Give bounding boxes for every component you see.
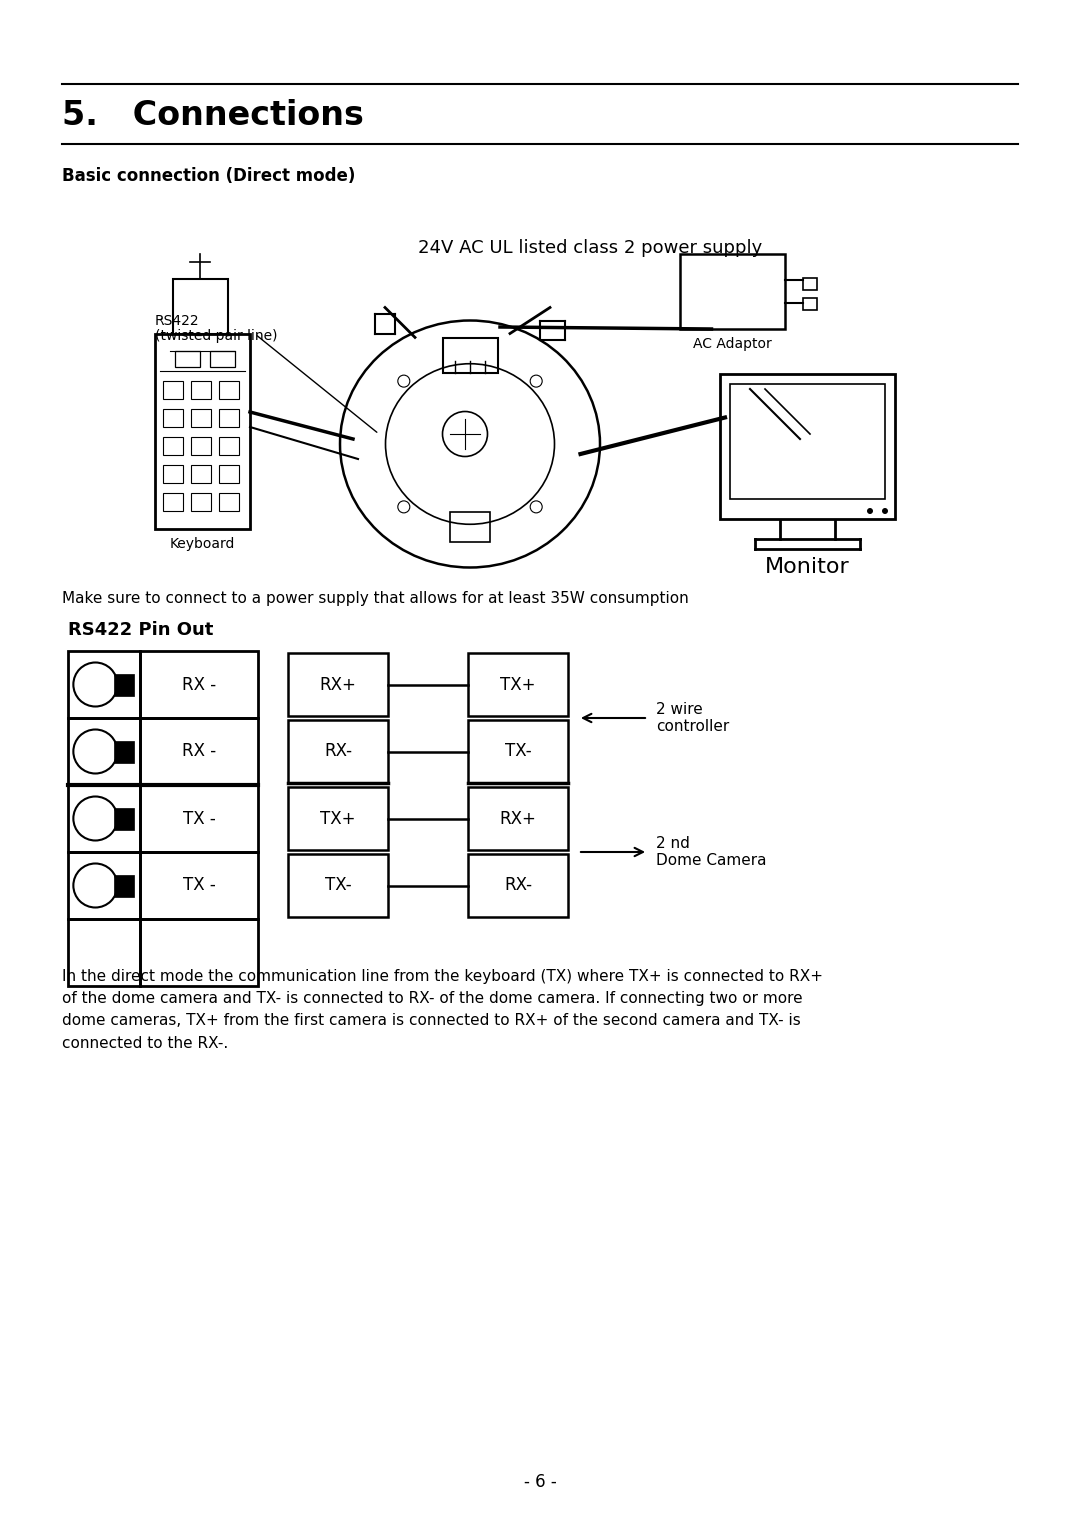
Text: - 6 -: - 6 - [524,1472,556,1491]
Text: Make sure to connect to a power supply that allows for at least 35W consumption: Make sure to connect to a power supply t… [62,592,689,605]
Text: RS422 Pin Out: RS422 Pin Out [68,621,214,639]
Bar [288,720,388,783]
Bar [163,465,183,483]
Text: 5.   Connections: 5. Connections [62,99,364,131]
Bar [175,352,200,367]
Circle shape [867,508,873,514]
Bar [680,254,785,329]
Bar [114,673,134,696]
Bar [114,740,134,763]
Text: Keyboard: Keyboard [170,537,235,550]
Text: Monitor: Monitor [765,557,850,576]
Text: Basic connection (Direct mode): Basic connection (Direct mode) [62,167,355,185]
Bar [468,787,568,850]
Text: RX-: RX- [324,743,352,760]
Bar [163,437,183,456]
Bar [156,333,249,529]
Text: RX -: RX - [181,676,216,694]
Bar [804,298,816,310]
Bar [468,653,568,716]
Bar [730,384,885,498]
Text: RS422: RS422 [156,313,200,329]
Bar [68,784,140,852]
Text: 2 wire
controller: 2 wire controller [656,702,729,734]
Bar [468,855,568,917]
Bar [219,492,239,511]
Bar [140,919,258,986]
Text: TX -: TX - [183,876,215,894]
Bar [468,720,568,783]
Bar [191,408,211,427]
Text: In the direct mode the communication line from the keyboard (TX) where TX+ is co: In the direct mode the communication lin… [62,969,823,1050]
Bar [450,512,490,541]
Bar [173,278,228,333]
Bar [191,465,211,483]
Bar [443,338,498,373]
Bar [219,381,239,399]
Bar [140,651,258,719]
Bar [114,875,134,896]
Bar [140,784,258,852]
Bar [68,719,140,784]
Bar [191,492,211,511]
Text: AC Adaptor: AC Adaptor [693,336,772,352]
Bar [163,381,183,399]
Circle shape [882,508,888,514]
Bar [163,408,183,427]
Bar [804,278,816,291]
Bar [140,852,258,919]
Bar [219,465,239,483]
Text: 24V AC UL listed class 2 power supply: 24V AC UL listed class 2 power supply [418,239,762,257]
Text: 2 nd
Dome Camera: 2 nd Dome Camera [656,836,767,868]
Bar [219,437,239,456]
Text: TX-: TX- [504,743,531,760]
Text: (twisted pair line): (twisted pair line) [156,329,278,342]
Bar [720,375,895,518]
Bar [114,807,134,830]
Bar [191,437,211,456]
Bar [219,408,239,427]
Bar [68,852,140,919]
Text: RX+: RX+ [320,676,356,694]
Bar [140,719,258,784]
Bar [191,381,211,399]
Bar [288,787,388,850]
Bar [288,653,388,716]
Text: RX-: RX- [504,876,532,894]
Text: TX+: TX+ [500,676,536,694]
Bar [68,919,140,986]
Text: RX+: RX+ [500,809,537,827]
Text: TX -: TX - [183,809,215,827]
Bar [210,352,235,367]
Bar [288,855,388,917]
Bar [68,651,140,719]
Bar [163,492,183,511]
Text: RX -: RX - [181,743,216,760]
Text: TX-: TX- [325,876,351,894]
Text: TX+: TX+ [321,809,355,827]
